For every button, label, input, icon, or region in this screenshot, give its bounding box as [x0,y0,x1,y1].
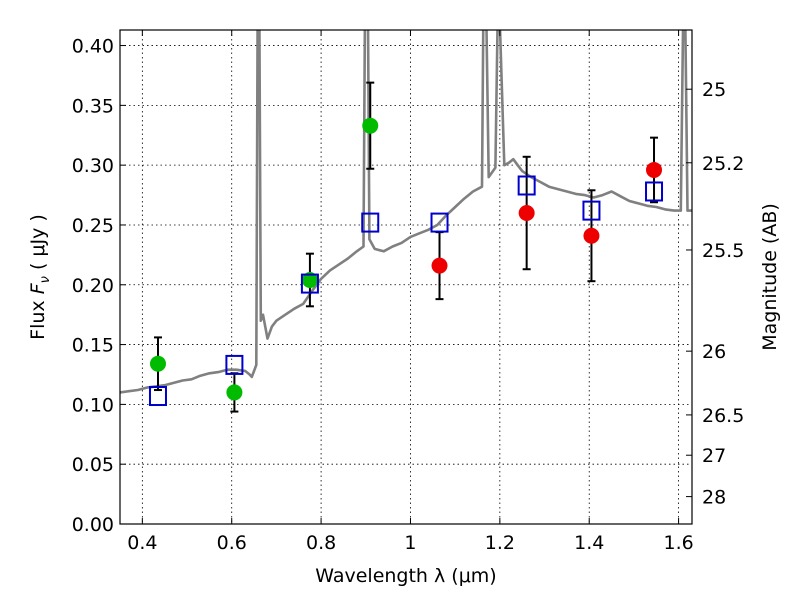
y-axis-label-prefix: Flux [27,294,49,340]
model-square [430,212,449,233]
plot-frame [119,29,693,525]
x-tick-label: 1.4 [574,532,604,554]
model-square [225,354,244,375]
y2-tick-label: 26.5 [702,405,744,427]
y-axis-label-subscript: ν [38,276,53,283]
y2-tick-label: 25.5 [702,240,744,262]
y-tick-label: 0.40 [72,36,114,58]
y2-axis-label: Magnitude (AB) [759,203,781,351]
x-tick-label: 0.8 [306,532,336,554]
model-square [361,212,380,233]
data-point [518,205,535,222]
data-point [583,227,600,244]
y-tick-label: 0.05 [72,454,114,476]
grid [120,30,692,525]
x-axis-label: Wavelength λ (μm) [315,565,496,587]
axes: 0.4 0.6 0.8 1 1.2 1.4 1.6 0.00 0.05 0.10 0.15 0.20 0… [72,30,744,554]
data-point [431,257,448,274]
y-axis-label-symbol: F [27,282,49,294]
spectrum-line [120,30,692,394]
model-square [300,273,319,294]
data-point [646,161,663,178]
data-marks [148,81,664,413]
x-tick-label: 1.2 [485,532,515,554]
y-axis-label: Flux Fν ( μJy ) [27,214,53,340]
y-tick-label: 0.20 [72,275,114,297]
y2-tick-label: 25 [702,79,726,101]
y2-tick-label: 27 [702,445,726,467]
x-tick-label: 0.4 [127,532,157,554]
model-square [582,200,601,221]
model-square [645,181,664,202]
y-tick-label: 0.15 [72,335,114,357]
data-point [226,384,243,401]
x-tick-label: 1.6 [663,532,693,554]
y-tick-label: 0.30 [72,155,114,177]
x-tick-label: 0.6 [217,532,247,554]
y-tick-label: 0.10 [72,394,114,416]
model-square [148,386,167,407]
data-point [362,117,379,134]
x-tick-label: 1 [404,532,416,554]
model-square [517,175,536,196]
data-point [301,271,318,288]
y2-tick-label: 26 [702,341,726,363]
y-tick-label: 0.00 [72,514,114,536]
y-axis-label-suffix: ( μJy ) [27,214,49,276]
spectrum [120,30,692,394]
data-point [149,355,166,372]
y2-tick-label: 28 [702,487,726,509]
y2-tick-label: 25.2 [702,153,744,175]
y-tick-label: 0.35 [72,95,114,117]
y-tick-label: 0.25 [72,215,114,237]
